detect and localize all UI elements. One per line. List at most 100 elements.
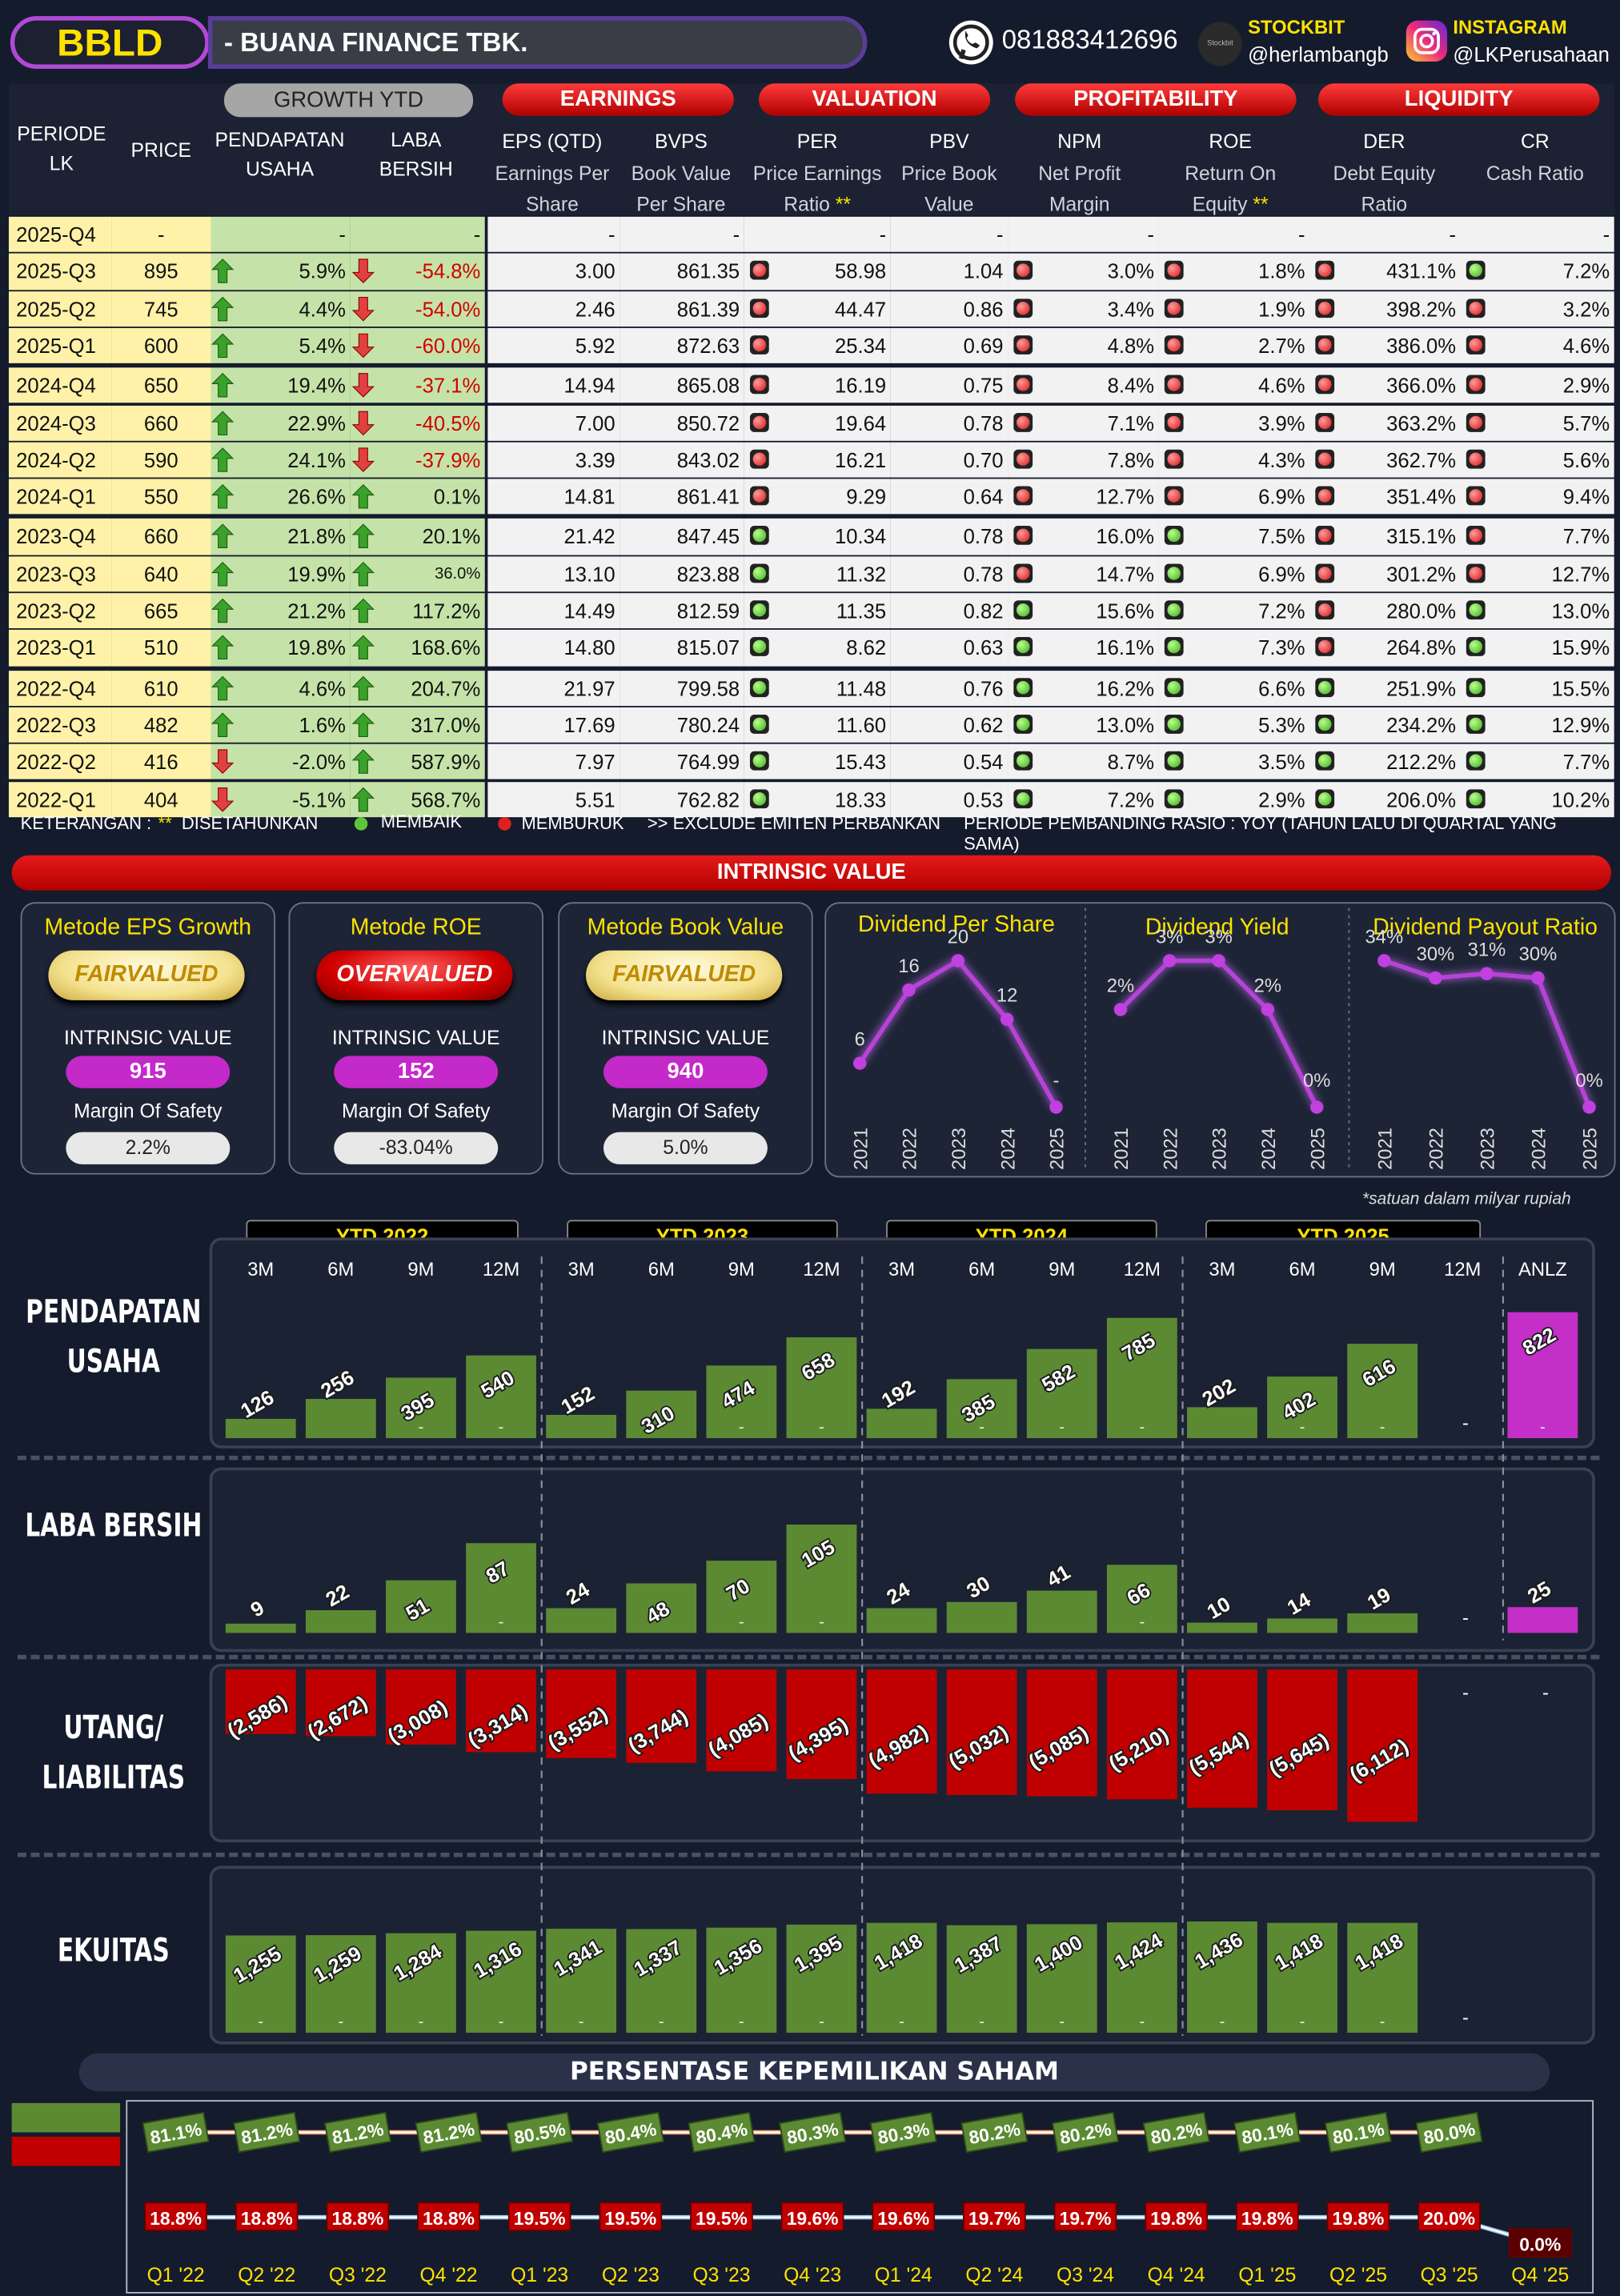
note-left: KETERANGAN :	[20, 812, 152, 834]
dividend-year: 2021	[1111, 1128, 1133, 1170]
bar-dash: -	[419, 1419, 424, 1437]
bar	[1106, 1317, 1177, 1439]
divider	[17, 1456, 1600, 1461]
red-light-icon	[1315, 261, 1335, 281]
label-ekuitas: EKUITAS	[57, 1933, 170, 1970]
cr-cell: -	[1460, 216, 1614, 253]
dividend-point	[1531, 971, 1545, 985]
arrow-up-icon	[211, 675, 235, 700]
green-light-icon	[1466, 751, 1486, 771]
stockbit-handle[interactable]: @herlambangb	[1248, 42, 1389, 66]
bar	[1507, 1312, 1578, 1439]
bar-dash: -	[979, 2014, 984, 2031]
col-group-earnings: EARNINGS	[502, 83, 734, 116]
svg-text:20.0%: 20.0%	[1423, 2208, 1475, 2229]
cr-cell: 7.7%	[1460, 519, 1614, 555]
col-der: DER	[1363, 130, 1405, 153]
green-light-icon	[749, 714, 769, 734]
green-light-icon	[1466, 261, 1486, 281]
quarter-label: Q1 '23	[511, 2265, 568, 2286]
dividend-year: 2025	[1307, 1128, 1329, 1170]
red-light-icon	[1164, 449, 1184, 469]
bvps-cell: 843.02	[620, 442, 744, 478]
bvps-cell: 815.07	[620, 630, 744, 666]
note-right: PERIODE PEMBANDING RASIO : YOY (TAHUN LA…	[964, 812, 1557, 854]
bar-label: 256	[317, 1366, 358, 1403]
bar-label: 19	[1364, 1584, 1395, 1614]
note-better: MEMBAIK	[380, 811, 463, 832]
bar	[225, 1418, 296, 1439]
bar	[1026, 1924, 1097, 2034]
bar	[866, 1408, 937, 1439]
cr-cell: 7.7%	[1460, 743, 1614, 780]
lokal-marker: 80.5%	[506, 2111, 574, 2154]
der-cell: 280.0%	[1309, 593, 1461, 629]
arrow-up-icon	[211, 484, 235, 509]
green-light-icon	[749, 600, 769, 620]
iv-label: INTRINSIC VALUE	[601, 1026, 770, 1049]
bar	[546, 1929, 617, 2034]
npm-cell: 12.7%	[1008, 479, 1159, 515]
asing-marker: 19.8%	[1145, 2202, 1209, 2232]
iv-value: 152	[334, 1056, 499, 1088]
table-row: 2023-Q3 640 19.9% 36.0% 13.10 823.88 11.32 0.78…	[8, 555, 1614, 592]
bar	[786, 1337, 857, 1439]
bar-label: 10	[1204, 1593, 1235, 1623]
bar-label: -	[1542, 1682, 1549, 1704]
svg-text:18.8%: 18.8%	[331, 2208, 383, 2229]
bvps-cell: 850.72	[620, 404, 744, 441]
bar	[386, 1580, 456, 1633]
bar	[946, 1601, 1017, 1633]
phone-number[interactable]: 081883412696	[1001, 25, 1178, 54]
method-title: Metode EPS Growth	[44, 915, 252, 940]
rev-growth-cell: 4.4%	[211, 291, 351, 327]
npm-cell: -	[1008, 216, 1159, 253]
red-light-icon	[1315, 600, 1335, 620]
bar	[706, 1669, 777, 1772]
col-eps: EPS (QTD)	[502, 130, 603, 153]
table-row: 2025-Q1 600 5.4% -60.0% 5.92 872.63 25.34 0.69 4…	[8, 327, 1614, 364]
bar-dash: -	[258, 2014, 263, 2031]
periode-cell: 2024-Q1	[8, 479, 112, 515]
green-light-icon	[1164, 526, 1184, 546]
bar-dash: -	[899, 2014, 904, 2031]
rev-growth-cell: 21.8%	[211, 519, 351, 555]
cr-cell: 13.0%	[1460, 593, 1614, 629]
cr-cell: 12.7%	[1460, 555, 1614, 592]
periode-cell: 2025-Q2	[8, 291, 112, 327]
rev-growth-cell: 1.6%	[211, 707, 351, 743]
roe-cell: 7.5%	[1158, 519, 1310, 555]
roe-cell: 7.3%	[1158, 630, 1310, 666]
dividend-chart-title: Dividend Yield	[1145, 915, 1289, 940]
arrow-up-icon	[351, 484, 375, 509]
rev-growth-cell: 26.6%	[211, 479, 351, 515]
dividend-point	[1582, 1100, 1596, 1114]
asing-marker: 20.0%	[1418, 2202, 1481, 2232]
green-light-icon	[1164, 600, 1184, 620]
price-cell: 895	[111, 254, 211, 290]
asing-line-inner	[175, 2216, 1541, 2245]
lokal-marker: 80.2%	[1051, 2111, 1120, 2154]
bar-dash: -	[419, 2014, 424, 2031]
dividend-year: 2022	[1426, 1128, 1448, 1170]
bar	[1507, 1607, 1578, 1633]
bar	[1347, 1922, 1418, 2034]
quarter-label: Q1 '24	[875, 2265, 932, 2286]
asing-marker: 19.6%	[872, 2202, 936, 2232]
eps-cell: 7.00	[487, 404, 620, 441]
bar	[786, 1525, 857, 1633]
periode-cell: 2022-Q4	[8, 670, 112, 706]
divider	[17, 1852, 1600, 1857]
svg-text:18.8%: 18.8%	[241, 2208, 293, 2229]
bar	[706, 1561, 777, 1633]
bar	[305, 1935, 376, 2034]
table-row: 2025-Q4- - - - - - - - - - -	[8, 216, 1614, 253]
bvps-cell: 861.39	[620, 291, 744, 327]
per-cell: -	[744, 216, 891, 253]
bar	[466, 1669, 536, 1753]
periode-cell: 2023-Q2	[8, 593, 112, 629]
periode-cell: 2023-Q3	[8, 555, 112, 592]
der-cell: 351.4%	[1309, 479, 1461, 515]
pbv-cell: 0.64	[890, 479, 1008, 515]
instagram-handle[interactable]: @LKPerusahaan	[1453, 42, 1610, 66]
